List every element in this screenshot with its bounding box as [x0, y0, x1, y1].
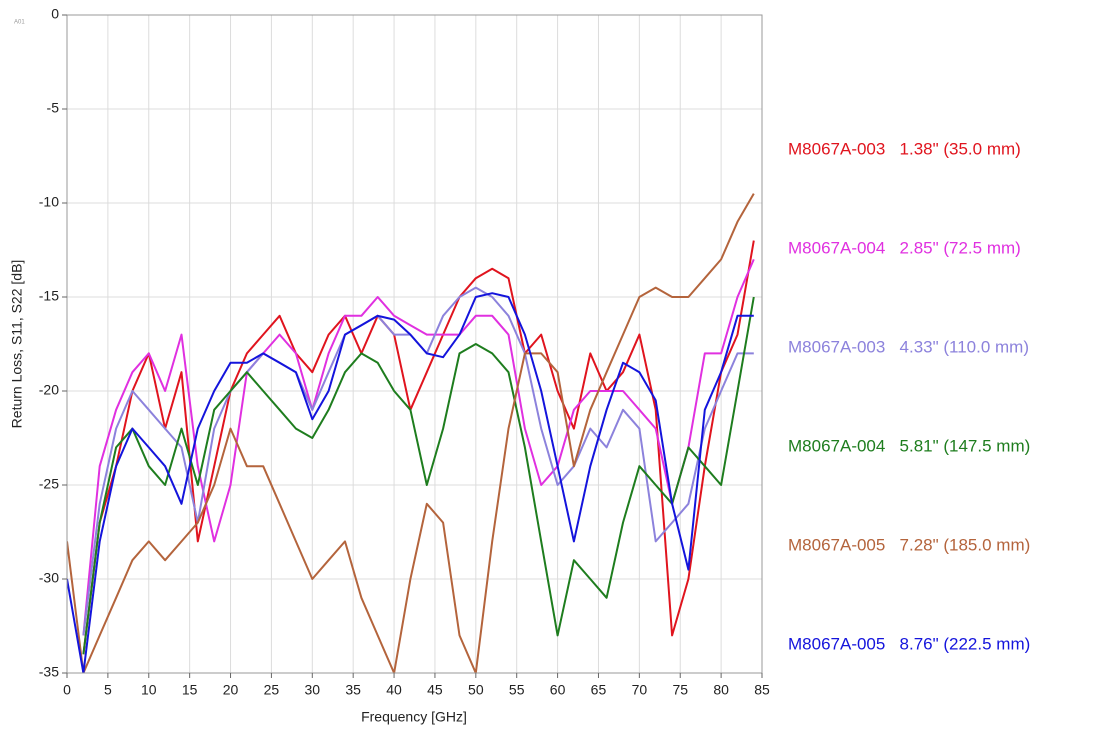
x-tick-label: 30	[305, 682, 321, 698]
x-tick-label: 70	[632, 682, 648, 698]
x-tick-label: 0	[63, 682, 71, 698]
series-line	[67, 292, 754, 673]
y-tick-label: -25	[39, 476, 59, 492]
x-tick-label: 5	[104, 682, 112, 698]
x-tick-label: 75	[672, 682, 688, 698]
plot-frame	[66, 14, 763, 674]
y-tick-label: -5	[47, 100, 60, 116]
legend-entry: M8067A-003 4.33" (110.0 mm)	[788, 337, 1029, 356]
plot-area	[67, 193, 755, 673]
legend-entry: M8067A-005 7.28" (185.0 mm)	[788, 535, 1030, 554]
x-tick-label: 85	[754, 682, 770, 698]
x-tick-label: 60	[550, 682, 566, 698]
x-tick-label: 35	[345, 682, 361, 698]
x-tick-label: 15	[182, 682, 198, 698]
y-tick-label: -20	[39, 382, 59, 398]
x-tick-label: 65	[591, 682, 607, 698]
y-tick-label: -10	[39, 194, 59, 210]
y-axis-label: Return Loss, S11, S22 [dB]	[9, 260, 25, 429]
x-tick-label: 45	[427, 682, 443, 698]
series-line	[82, 286, 754, 636]
x-tick-label: 55	[509, 682, 525, 698]
legend-entry: M8067A-004 5.81" (147.5 mm)	[788, 436, 1030, 455]
series-line	[67, 193, 755, 673]
y-tick-label: -15	[39, 288, 59, 304]
series-line	[82, 296, 755, 655]
x-tick-label: 10	[141, 682, 157, 698]
y-tick-label: -35	[39, 664, 59, 680]
x-tick-label: 80	[713, 682, 729, 698]
legend-entry: M8067A-003 1.38" (35.0 mm)	[788, 139, 1021, 158]
annotation: A01	[14, 20, 25, 26]
legend-entry: M8067A-005 8.76" (222.5 mm)	[788, 634, 1030, 653]
x-tick-label: 20	[223, 682, 239, 698]
x-tick-label: 25	[264, 682, 280, 698]
y-tick-label: 0	[51, 6, 59, 22]
x-tick-label: 40	[386, 682, 402, 698]
x-tick-label: 50	[468, 682, 484, 698]
grid	[66, 14, 763, 674]
y-tick-label: -30	[39, 570, 59, 586]
legend-entry: M8067A-004 2.85" (72.5 mm)	[788, 238, 1021, 257]
x-axis-label: Frequency [GHz]	[361, 709, 467, 725]
